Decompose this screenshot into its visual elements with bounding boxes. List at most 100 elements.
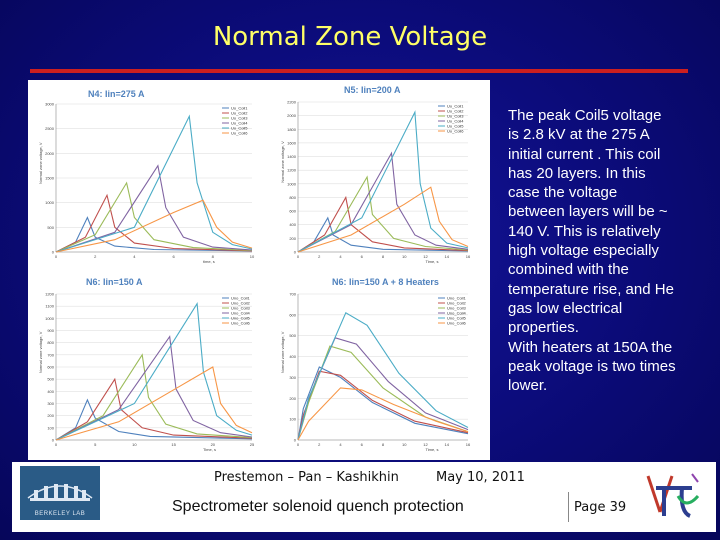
chart-2-ytick: 400 bbox=[47, 389, 54, 394]
chart-0-ylabel: Normal zone voltage, V bbox=[38, 142, 43, 184]
pi-logo bbox=[642, 466, 704, 524]
berkeley-lab-logo: BERKELEY LAB bbox=[20, 466, 100, 520]
chart-0-xtick: 4 bbox=[133, 254, 136, 259]
chart-2-ytick: 900 bbox=[47, 328, 54, 333]
chart-1-xlabel: Time, s bbox=[426, 259, 439, 264]
chart-0-ytick: 1500 bbox=[45, 176, 55, 181]
chart-1-xtick: 2 bbox=[318, 254, 321, 259]
chart-3-legend-entry: Uno_Coil3 bbox=[447, 306, 466, 311]
chart-1-ytick: 800 bbox=[289, 195, 296, 200]
chart-3-xtick: 0 bbox=[297, 442, 300, 447]
chart-0-xlabel: time, s bbox=[203, 259, 215, 264]
chart-3-ytick: 0 bbox=[294, 438, 297, 443]
chart-2-series-3 bbox=[55, 353, 253, 441]
chart-0-xtick: 0 bbox=[55, 254, 58, 259]
chart-2-series-2 bbox=[55, 377, 253, 441]
chart-1-xtick: 0 bbox=[297, 254, 300, 259]
chart-3-ytick: 500 bbox=[289, 333, 296, 338]
chart-1-legend-entry: Uo_Coil4 bbox=[447, 119, 464, 124]
page-number-box bbox=[568, 492, 635, 522]
figure-panel: N4: Iin=275 A 0 500 1000 1500 2000 2500 3000 0 2 4… bbox=[28, 80, 490, 460]
chart-0-xtick: 8 bbox=[212, 254, 215, 259]
chart-1-ytick: 400 bbox=[289, 222, 296, 227]
chart-1-ylabel: Normal zone voltage, V bbox=[280, 141, 285, 183]
chart-2-legend-entry: Uno_Coil2 bbox=[231, 301, 250, 306]
berkeley-lab-logo-graphic bbox=[27, 484, 93, 501]
page-number: Page 39 bbox=[574, 500, 627, 515]
chart-0-xtick: 2 bbox=[94, 254, 97, 259]
chart-2-ytick: 0 bbox=[52, 438, 55, 443]
chart-1-xtick: 16 bbox=[466, 254, 471, 259]
chart-3-series-4 bbox=[297, 337, 469, 441]
slide-body-text: The peak Coil5 voltage is 2.8 kV at the … bbox=[508, 107, 676, 395]
chart-0-xtick: 10 bbox=[250, 254, 255, 259]
chart-1-ytick: 2200 bbox=[287, 100, 297, 105]
chart-1-legend-entry: Uo_Coil3 bbox=[447, 114, 464, 119]
chart-1-legend-entry: Uo_Coil6 bbox=[447, 129, 464, 134]
chart-3-xtick: 4 bbox=[339, 442, 342, 447]
chart-3-ytick: 700 bbox=[289, 292, 296, 297]
chart-1-series-3 bbox=[297, 175, 469, 253]
chart-0-legend-entry: Uo_Coil5 bbox=[231, 126, 248, 131]
chart-0-series-1 bbox=[55, 216, 253, 253]
chart-1-ytick: 2000 bbox=[287, 113, 297, 118]
chart-2-legend-entry: Uno_Coil3 bbox=[231, 306, 250, 311]
chart-3-series-5 bbox=[297, 312, 469, 441]
chart-3-series-3 bbox=[297, 345, 469, 441]
chart-2-ytick: 600 bbox=[47, 365, 54, 370]
footer-subtitle: Spectrometer solenoid quench protection bbox=[172, 498, 464, 515]
chart-2-ytick: 200 bbox=[47, 413, 54, 418]
chart-0-title: N4: Iin=275 A bbox=[88, 89, 145, 99]
chart-0-legend-entry: Uo_Coil4 bbox=[231, 121, 248, 126]
chart-2-series-6 bbox=[55, 366, 253, 441]
chart-3-xtick: 6 bbox=[361, 442, 364, 447]
chart-2-ytick: 1000 bbox=[45, 316, 55, 321]
chart-0-ytick: 2000 bbox=[45, 151, 55, 156]
chart-1-xtick: 10 bbox=[402, 254, 407, 259]
chart-3-xtick: 8 bbox=[382, 442, 385, 447]
chart-3-series-6 bbox=[297, 387, 469, 441]
chart-1-ytick: 600 bbox=[289, 209, 296, 214]
chart-1-ytick: 1400 bbox=[287, 154, 297, 159]
footer-date: May 10, 2011 bbox=[436, 470, 525, 485]
chart-0-xtick: 6 bbox=[172, 254, 175, 259]
chart-3-title: N6: Iin=150 A + 8 Heaters bbox=[332, 277, 439, 287]
chart-0-ytick: 500 bbox=[47, 225, 54, 230]
chart-2-xtick: 15 bbox=[171, 442, 176, 447]
chart-2-xtick: 25 bbox=[250, 442, 255, 447]
chart-2-ytick: 1100 bbox=[45, 304, 54, 309]
chart-1-series-4 bbox=[297, 151, 469, 253]
chart-3-xtick: 14 bbox=[445, 442, 450, 447]
chart-2-legend-entry: Uno_Coil5 bbox=[231, 316, 250, 321]
chart-3-xlabel: Time, s bbox=[426, 447, 439, 452]
chart-1-xtick: 6 bbox=[361, 254, 364, 259]
chart-1-series-6 bbox=[297, 186, 469, 253]
chart-1-title: N5: Iin=200 A bbox=[344, 85, 401, 95]
chart-3-legend-entry: Uno_Coil6 bbox=[447, 321, 466, 326]
chart-1-ytick: 0 bbox=[294, 250, 297, 255]
chart-2-ytick: 500 bbox=[47, 377, 54, 382]
chart-0-legend-entry: Uo_Coil3 bbox=[231, 116, 248, 121]
chart-1-xtick: 8 bbox=[382, 254, 385, 259]
chart-0-ytick: 2500 bbox=[45, 126, 55, 131]
chart-1-ytick: 1800 bbox=[287, 127, 297, 132]
chart-3-ytick: 300 bbox=[289, 375, 296, 380]
chart-2-xtick: 10 bbox=[132, 442, 137, 447]
chart-1-series-1 bbox=[297, 216, 469, 253]
chart-2-xtick: 5 bbox=[94, 442, 97, 447]
chart-0-legend-entry: Uo_Coil1 bbox=[231, 106, 248, 111]
chart-3-legend-entry: Uno_Coil5 bbox=[447, 316, 466, 321]
chart-0-ytick: 3000 bbox=[45, 102, 55, 107]
chart-0-legend-entry: Uo_Coil2 bbox=[231, 111, 248, 116]
chart-1-ytick: 1600 bbox=[287, 140, 297, 145]
chart-0-legend-entry: Uo_Coil6 bbox=[231, 131, 248, 136]
chart-3-ylabel: Normal zone voltage, V bbox=[280, 331, 285, 373]
chart-3-ytick: 600 bbox=[289, 312, 296, 317]
chart-2-legend-entry: Uno_Coil4 bbox=[231, 311, 250, 316]
chart-3-legend-entry: Uno_Coil1 bbox=[447, 296, 466, 301]
chart-0-series-3 bbox=[55, 181, 253, 253]
chart-2-xtick: 0 bbox=[55, 442, 58, 447]
chart-2-ylabel: Normal zone voltage, V bbox=[38, 331, 43, 373]
